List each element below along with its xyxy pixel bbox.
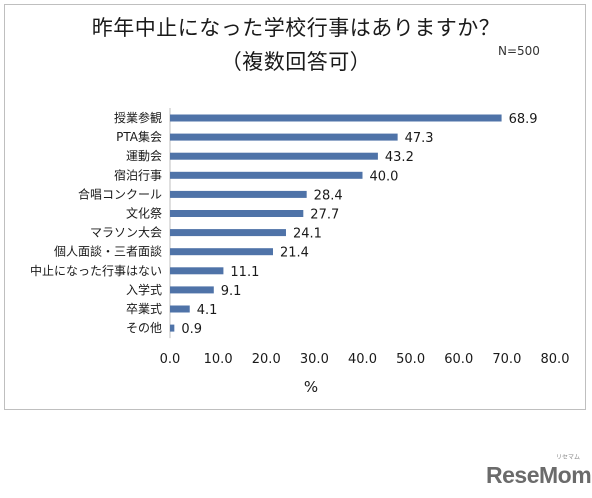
x-tick-label: 20.0: [252, 352, 281, 367]
data-label: 27.7: [310, 208, 339, 223]
bar: [170, 248, 273, 256]
category-label: 中止になった行事はない: [30, 263, 162, 278]
data-label: 0.9: [181, 322, 202, 337]
logo-subtext: リセマム: [556, 454, 581, 461]
x-tick-label: 0.0: [160, 352, 181, 367]
data-label: 21.4: [280, 246, 309, 261]
data-label: 40.0: [370, 169, 399, 184]
x-axis-title: %: [303, 378, 319, 396]
category-label: 合唱コンクール: [78, 186, 162, 201]
category-label: 文化祭: [126, 206, 162, 221]
bar: [170, 229, 286, 237]
x-tick-label: 50.0: [396, 352, 425, 367]
category-label: 運動会: [126, 149, 162, 163]
sample-size-note: N=500: [498, 44, 540, 58]
bar: [170, 171, 363, 179]
bar: [170, 190, 307, 198]
bar: [170, 152, 378, 160]
bar: [170, 210, 304, 217]
category-label: 入学式: [126, 282, 162, 297]
data-label: 24.1: [293, 227, 322, 242]
category-label: 授業参観: [114, 110, 162, 125]
x-tick-label: 40.0: [348, 352, 377, 367]
resemom-logo: ReseMom: [486, 462, 592, 488]
data-label: 4.1: [197, 303, 218, 318]
data-label: 9.1: [221, 284, 242, 299]
chart-subtitle: （複数回答可）: [220, 50, 372, 74]
bar: [170, 133, 398, 141]
data-label: 28.4: [314, 188, 343, 203]
bar: [170, 267, 224, 275]
x-tick-label: 10.0: [204, 352, 233, 367]
chart-title: 昨年中止になった学校行事はありますか？: [91, 16, 501, 40]
x-tick-label: 70.0: [492, 352, 521, 367]
category-label: 卒業式: [126, 302, 162, 316]
category-label: PTA集会: [116, 129, 162, 144]
data-label: 47.3: [405, 131, 434, 146]
bar: [170, 305, 190, 313]
x-tick-label: 60.0: [444, 352, 473, 367]
bar: [170, 324, 175, 332]
bar: [170, 286, 214, 294]
category-label: マラソン大会: [90, 226, 162, 240]
category-label: 個人面談・三者面談: [54, 244, 162, 259]
category-label: その他: [126, 321, 162, 335]
category-label: 宿泊行事: [114, 167, 162, 182]
bar: [170, 114, 502, 122]
data-label: 43.2: [385, 150, 414, 165]
x-tick-label: 30.0: [300, 352, 329, 367]
x-tick-label: 80.0: [541, 352, 570, 367]
data-label: 68.9: [509, 112, 538, 127]
data-label: 11.1: [230, 265, 259, 280]
chart-frame: [4, 4, 586, 410]
